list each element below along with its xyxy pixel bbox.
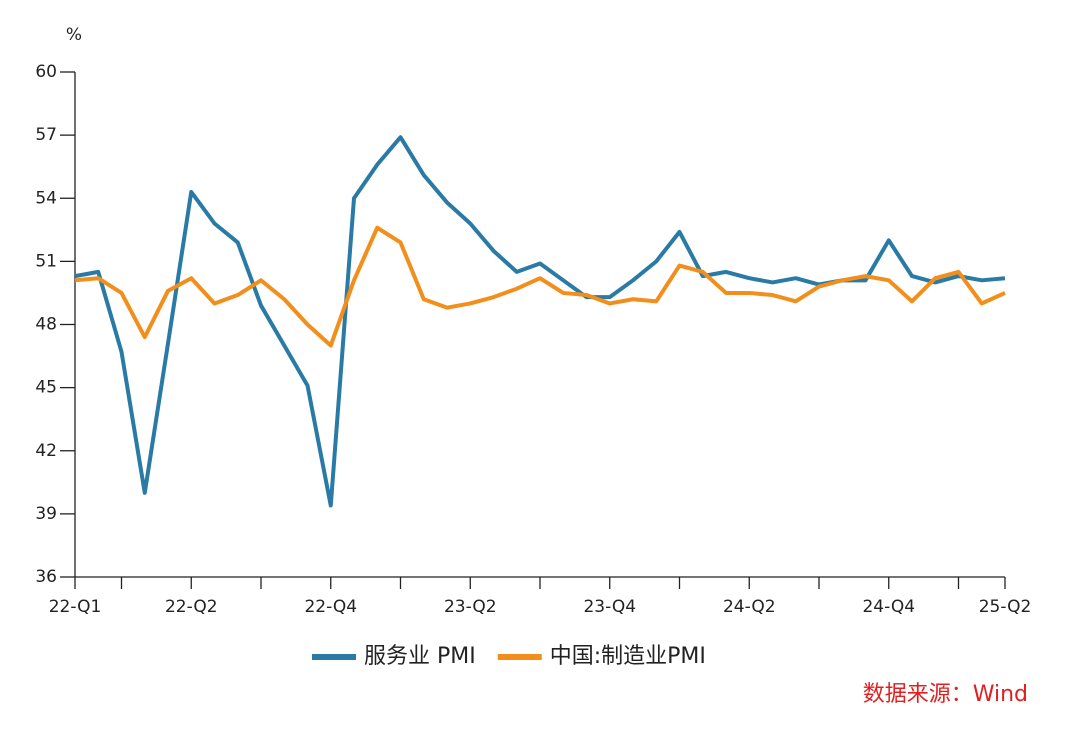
y-tick-label: 51 [35, 251, 57, 271]
y-tick-label: 48 [35, 315, 57, 335]
x-tick-label: 23-Q2 [444, 597, 497, 617]
x-tick-label: 22-Q2 [165, 597, 218, 617]
y-tick-label: 45 [35, 378, 57, 398]
x-tick-label: 25-Q2 [979, 597, 1032, 617]
y-tick-label: 54 [35, 188, 57, 208]
y-tick-label: 39 [35, 504, 57, 524]
x-tick-label: 24-Q4 [862, 597, 915, 617]
y-tick-label: 36 [35, 567, 57, 587]
line [74, 135, 1006, 508]
legend-label: 服务业 PMI [364, 644, 476, 669]
y-tick-label: 57 [35, 125, 57, 145]
line [74, 225, 1006, 348]
y-tick-label: 42 [35, 441, 57, 461]
x-tick-label: 22-Q4 [304, 597, 357, 617]
legend-label: 中国:制造业PMI [550, 644, 706, 669]
x-tick-label: 23-Q4 [583, 597, 636, 617]
y-tick-label: 60 [35, 62, 57, 82]
y-unit: % [66, 25, 82, 45]
source: 数据来源：Wind [863, 682, 1028, 707]
x-tick-label: 24-Q2 [723, 597, 776, 617]
x-tick-label: 22-Q1 [49, 597, 102, 617]
